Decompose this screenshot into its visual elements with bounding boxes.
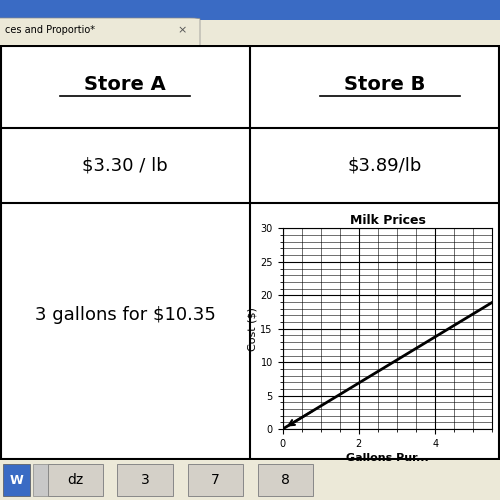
X-axis label: Gallons Pur...: Gallons Pur... (346, 453, 429, 463)
Title: Milk Prices: Milk Prices (350, 214, 426, 228)
Text: ces and Proportio*: ces and Proportio* (5, 25, 95, 35)
Text: Store A: Store A (84, 75, 166, 94)
Bar (32, 464, 55, 496)
Bar (48, 464, 102, 496)
Bar (2, 464, 30, 496)
Bar (118, 464, 172, 496)
Text: 8: 8 (280, 473, 289, 487)
Text: 3: 3 (140, 473, 149, 487)
Text: $3.89/lb: $3.89/lb (348, 156, 422, 174)
Text: W: W (10, 474, 23, 486)
Text: 7: 7 (210, 473, 220, 487)
FancyBboxPatch shape (0, 18, 200, 46)
Y-axis label: Cost ($): Cost ($) (248, 307, 258, 350)
Bar (188, 464, 242, 496)
Text: Store B: Store B (344, 75, 426, 94)
Text: $3.30 / lb: $3.30 / lb (82, 156, 168, 174)
Bar (0, 0, 500, 20)
Text: dz: dz (67, 473, 83, 487)
Text: ×: × (178, 25, 187, 35)
Bar (258, 464, 312, 496)
Text: 3 gallons for $10.35: 3 gallons for $10.35 (34, 306, 216, 324)
